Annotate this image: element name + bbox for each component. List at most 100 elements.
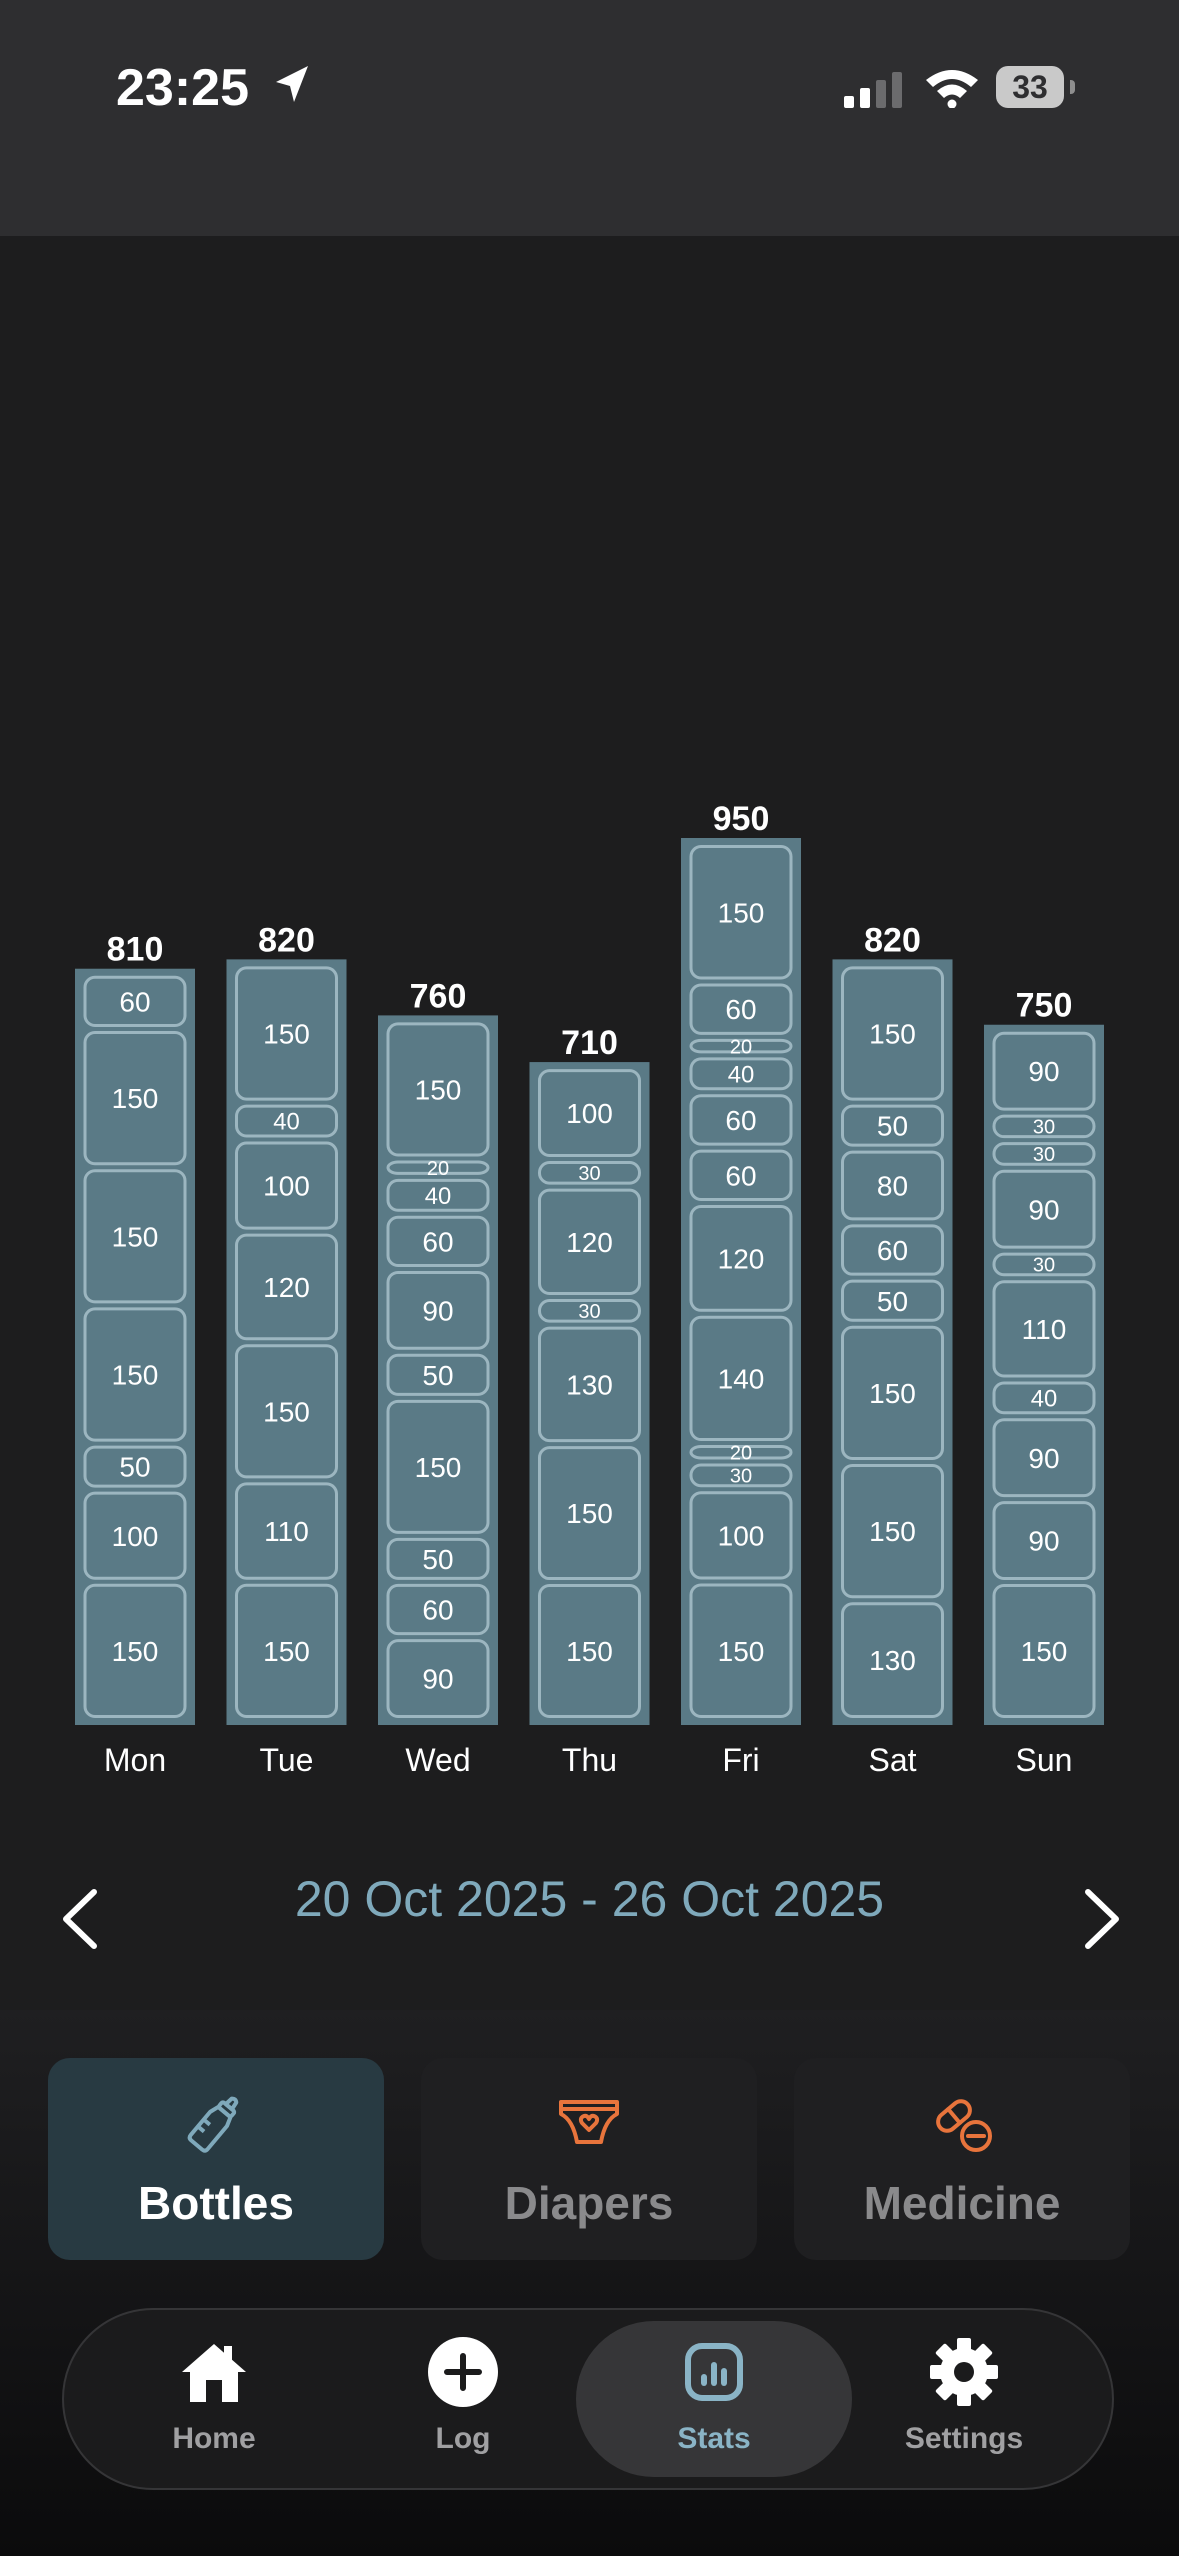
segment-value-label: 150 — [112, 1221, 159, 1252]
bar-segment — [235, 966, 338, 1101]
diaper-icon — [559, 2100, 619, 2144]
segment-value-label: 50 — [422, 1360, 453, 1391]
baby-bottle-icon — [187, 2096, 239, 2153]
category-bottles-label: Bottles — [138, 2177, 294, 2229]
segment-value-label: 150 — [263, 1019, 310, 1050]
segment-value-label: 20 — [730, 1036, 752, 1058]
segment-value-label: 40 — [273, 1109, 300, 1136]
bar-segment — [689, 1583, 793, 1718]
bar-segment — [386, 1583, 490, 1636]
segment-value-label: 30 — [1033, 1255, 1055, 1277]
plus-circle-icon — [428, 2337, 498, 2407]
tab-stats[interactable]: Stats — [614, 2336, 814, 2476]
segment-value-label: 100 — [112, 1521, 159, 1552]
chevron-right-icon[interactable] — [1070, 1886, 1130, 1952]
category-diapers-button[interactable]: Diapers — [421, 2058, 757, 2260]
bar-segment — [538, 1188, 641, 1295]
bar-segment — [538, 1161, 641, 1185]
bar-segment — [83, 975, 187, 1027]
bar-total-label: 820 — [258, 921, 315, 959]
bar-segment — [386, 1215, 490, 1267]
segment-value-label: 150 — [869, 1019, 916, 1050]
segment-value-label: 120 — [263, 1272, 310, 1303]
bar-fri — [681, 838, 801, 1725]
bar-segment — [83, 1583, 187, 1718]
bar-segment — [841, 966, 944, 1101]
x-axis-tick-label: Sat — [868, 1742, 916, 1778]
battery-indicator: 33 — [996, 66, 1064, 108]
segment-value-label: 150 — [718, 897, 765, 928]
bar-total-label: 950 — [713, 800, 770, 838]
bar-segment — [841, 1463, 944, 1599]
bar-total-label: 760 — [410, 977, 467, 1015]
bar-segment — [538, 1326, 641, 1443]
bar-segment — [841, 1325, 944, 1460]
bar-segment — [83, 1307, 187, 1442]
segment-value-label: 150 — [718, 1636, 765, 1667]
segment-value-label: 130 — [869, 1645, 916, 1676]
segment-value-label: 150 — [112, 1360, 159, 1391]
bar-total-label: 820 — [864, 921, 921, 959]
bar-segment — [386, 1353, 490, 1396]
bar-segment — [235, 1104, 338, 1138]
segment-value-label: 40 — [425, 1183, 452, 1210]
segment-value-label: 50 — [877, 1286, 908, 1317]
status-bar — [0, 0, 1179, 236]
bar-segment — [235, 1344, 338, 1479]
bar-total-label: 810 — [107, 931, 164, 969]
bar-segment — [83, 1030, 187, 1166]
segment-value-label: 150 — [869, 1516, 916, 1547]
bar-segment — [841, 1279, 944, 1322]
tab-home[interactable]: Home — [114, 2336, 314, 2476]
segment-value-label: 50 — [119, 1452, 150, 1483]
x-axis-tick-label: Sun — [1016, 1742, 1073, 1778]
segment-value-label: 120 — [566, 1227, 613, 1258]
segment-value-label: 60 — [877, 1235, 908, 1266]
bar-segment — [538, 1446, 641, 1581]
bar-segment — [841, 1150, 944, 1221]
segment-value-label: 40 — [1031, 1385, 1057, 1412]
bar-segment — [689, 1315, 793, 1442]
bar-sat — [832, 959, 953, 1725]
pill-icon — [936, 2099, 992, 2152]
bar-segment — [689, 983, 793, 1035]
weekly-bottles-chart: 60 150 150 150 50 100 150 810 Mon 150 40 100 120 150 1… — [75, 800, 1104, 1778]
tab-stats-label: Stats — [677, 2422, 751, 2455]
segment-value-label: 20 — [427, 1158, 449, 1180]
bar-segment — [386, 1639, 490, 1719]
tab-settings[interactable]: Settings — [864, 2336, 1064, 2476]
segment-value-label: 90 — [422, 1664, 453, 1695]
week-date-range: 20 Oct 2025 - 26 Oct 2025 — [294, 1871, 885, 1927]
bar-segment — [689, 1149, 793, 1202]
bar-segment — [992, 1418, 1096, 1498]
segment-value-label: 110 — [264, 1516, 309, 1547]
x-axis-tick-label: Wed — [405, 1742, 470, 1778]
chevron-left-icon[interactable] — [52, 1886, 112, 1952]
segment-value-label: 60 — [725, 1105, 756, 1136]
bar-segment — [538, 1298, 641, 1323]
bar-wed — [378, 1015, 498, 1725]
chart-icon — [685, 2343, 743, 2401]
segment-value-label: 150 — [566, 1498, 613, 1529]
bar-segment — [992, 1280, 1096, 1378]
segment-value-label: 150 — [566, 1636, 613, 1667]
segment-value-label: 60 — [119, 986, 150, 1017]
bar-segment — [689, 1205, 793, 1312]
bar-segment — [689, 1094, 793, 1146]
tab-log-label: Log — [435, 2422, 491, 2455]
bar-segment — [689, 1057, 793, 1091]
segment-value-label: 60 — [725, 994, 756, 1025]
bar-segment — [235, 1141, 338, 1230]
segment-value-label: 110 — [1022, 1314, 1067, 1345]
segment-value-label: 60 — [422, 1595, 453, 1626]
category-bottles-button[interactable]: Bottles — [48, 2058, 384, 2260]
segment-value-label: 150 — [112, 1636, 159, 1667]
tab-log[interactable]: Log — [363, 2336, 563, 2476]
category-medicine-button[interactable]: Medicine — [794, 2058, 1130, 2260]
bar-segment — [386, 1399, 490, 1534]
bar-segment — [992, 1169, 1096, 1249]
x-axis-tick-label: Tue — [260, 1742, 314, 1778]
segment-value-label: 150 — [415, 1452, 462, 1483]
bar-segment — [235, 1233, 338, 1341]
segment-value-label: 60 — [422, 1226, 453, 1257]
